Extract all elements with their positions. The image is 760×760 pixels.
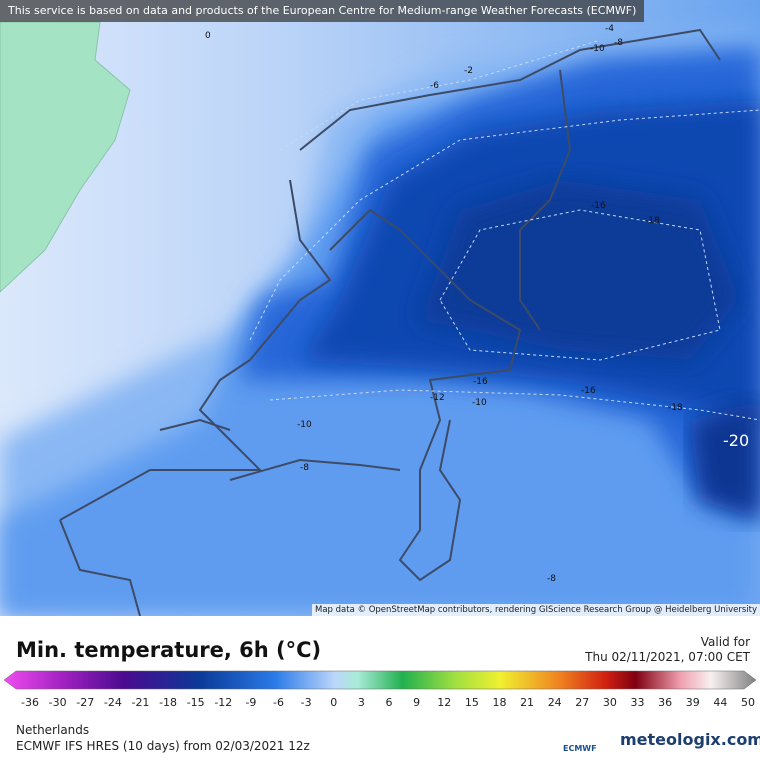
scale-label: 9 (413, 696, 420, 708)
contour-label: -16 (473, 377, 488, 387)
scale-label: -12 (214, 696, 232, 708)
scale-label: 33 (631, 696, 645, 708)
contour-label: -8 (614, 38, 623, 48)
contour-label: 0 (205, 31, 211, 41)
contour-label: -18 (645, 216, 660, 226)
contour-label: -16 (581, 386, 596, 396)
scale-label: -36 (21, 696, 39, 708)
scale-label: 12 (437, 696, 451, 708)
temp-zone (690, 400, 760, 520)
notice: This service is based on data and produc… (0, 0, 645, 22)
attribution: Map data © OpenStreetMap contributors, r… (312, 604, 760, 616)
scale-label: -6 (273, 696, 284, 708)
contour-label: -10 (590, 44, 605, 54)
scale-label: 39 (686, 696, 700, 708)
scale-label: 6 (386, 696, 393, 708)
scale-label: 30 (603, 696, 617, 708)
scale-label: 44 (713, 696, 727, 708)
legend-title: Min. temperature, 6h (°C) (16, 638, 322, 662)
scale-label: -15 (187, 696, 205, 708)
isotherms (249, 39, 760, 421)
valid-label: Valid for (700, 635, 750, 649)
scale-label: 24 (548, 696, 562, 708)
brand: meteologix.com (620, 730, 760, 749)
map: 0 -2 -6 -4 -10 -8 -16 -18 -16 -12 -10 -1… (0, 0, 760, 616)
scale-label: 18 (492, 696, 506, 708)
valid-time: Thu 02/11/2021, 07:00 CET (585, 650, 750, 664)
scale-label: 21 (520, 696, 534, 708)
land (0, 21, 131, 293)
temp-zone (420, 180, 740, 360)
scale-label: 50 (741, 696, 755, 708)
model-run: ECMWF IFS HRES (10 days) from 02/03/2021… (16, 739, 310, 753)
scale-label: -9 (245, 696, 256, 708)
borders (59, 28, 721, 616)
scale-label: -18 (159, 696, 177, 708)
region: Netherlands (16, 723, 90, 737)
contour-label: -6 (430, 81, 439, 91)
contour-label: -18 (668, 403, 683, 413)
scale-label: 15 (465, 696, 479, 708)
scale-label: 36 (658, 696, 672, 708)
contour-label: -2 (464, 66, 473, 76)
scale-label: -24 (104, 696, 122, 708)
contour-label: -12 (430, 393, 445, 403)
contour-labels: 0 -2 -6 -4 -10 -8 -16 -18 -16 -12 -10 -1… (205, 24, 749, 584)
scale-label: -3 (301, 696, 312, 708)
scale-label: 27 (575, 696, 589, 708)
ecmwf-logo: ECMWF (563, 744, 597, 753)
contour-label: -8 (547, 574, 556, 584)
scale-label: 0 (330, 696, 337, 708)
contour-label: -16 (591, 201, 606, 211)
scale-label: -27 (76, 696, 94, 708)
scale-label: -30 (49, 696, 67, 708)
contour-label: -4 (605, 24, 614, 34)
contour-label: -8 (300, 463, 309, 473)
color-bar (3, 670, 757, 690)
color-scale: -36 -30 -27 -24 -21 -18 -15 -12 -9 -6 -3 0 3 6 9 12 15 18… (3, 670, 757, 708)
contour-label: -10 (297, 420, 312, 430)
scale-label: 3 (358, 696, 365, 708)
contour-label: -10 (472, 398, 487, 408)
scale-label: -21 (131, 696, 149, 708)
contour-label: -20 (723, 431, 749, 450)
